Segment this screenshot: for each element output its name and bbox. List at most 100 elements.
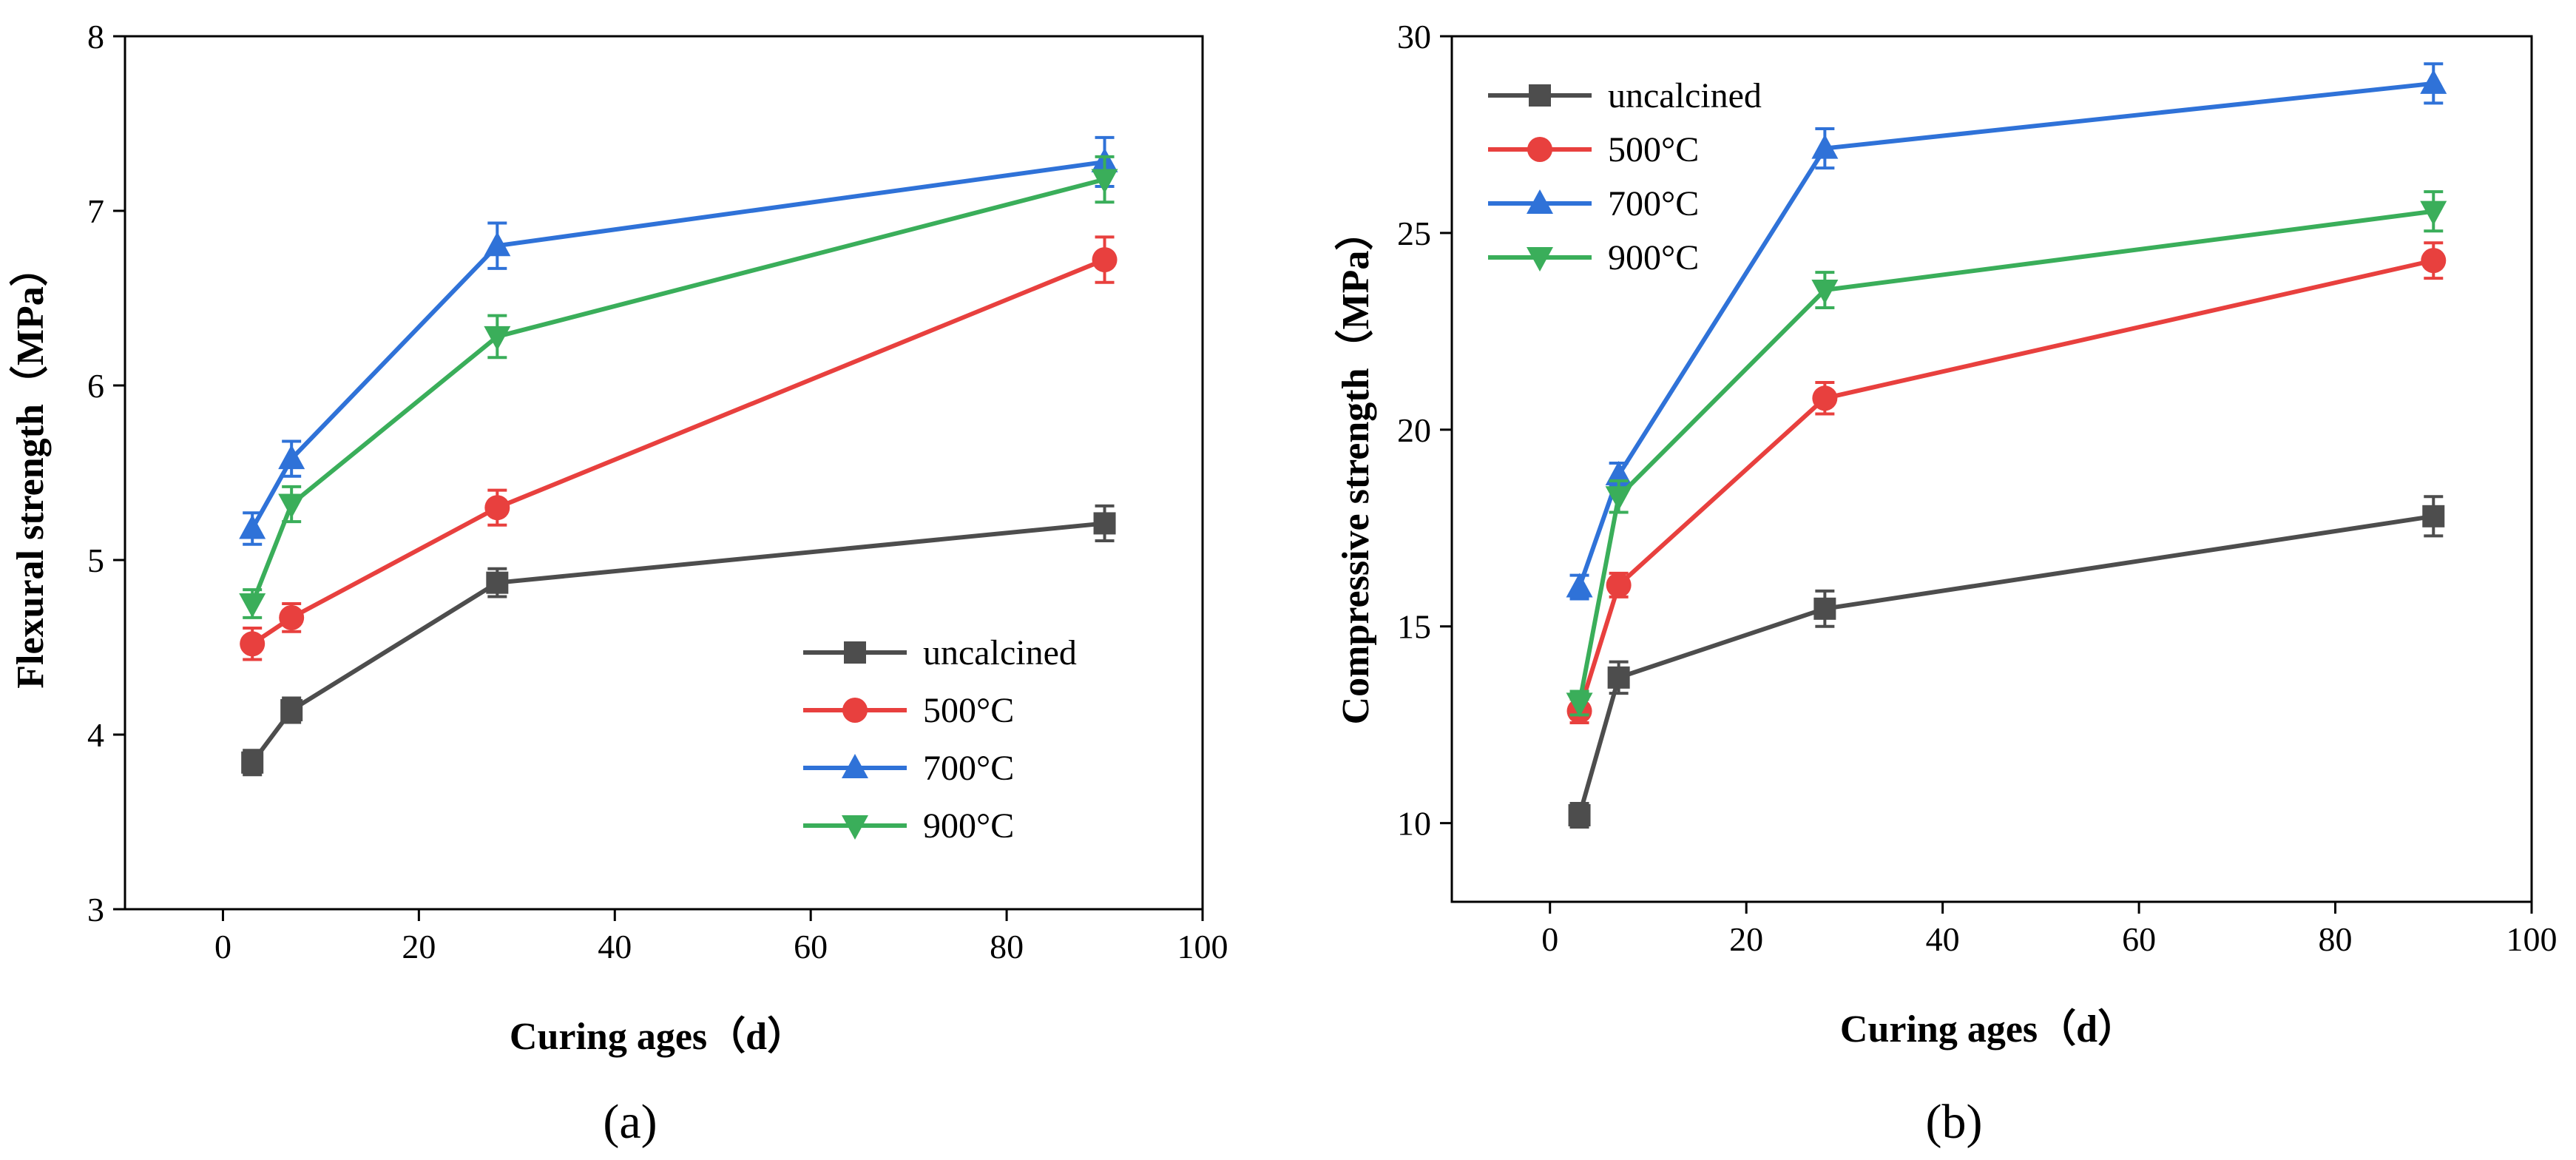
panel-a-data-point (486, 571, 509, 594)
panel-a-data-point (278, 493, 305, 519)
panel-a-data-point (484, 232, 511, 257)
panel-a-y-tick-label: 5 (87, 542, 104, 579)
panel-a-x-tick-label: 20 (402, 928, 436, 965)
panel-b-caption: (b) (1926, 1095, 1983, 1149)
panel-b-data-point (2420, 200, 2447, 226)
panel-b-data-point (1566, 692, 1593, 718)
panel-a-x-tick-label: 80 (990, 928, 1024, 965)
panel-a-data-point (1091, 169, 1118, 194)
panel-a-legend-label: 900°C (923, 806, 1014, 846)
panel-a-y-axis-title: Flexural strength（MPa） (9, 248, 52, 689)
panel-b-plot-frame (1450, 35, 2533, 903)
panel-a-x-tick-label: 0 (214, 928, 231, 965)
panel-b-x-tick-label: 0 (1541, 920, 1558, 958)
panel-b-series-line (1577, 209, 2434, 704)
panel-b-legend-marker (1527, 189, 1553, 214)
panel-a-caption: (a) (603, 1095, 657, 1149)
panel-b-data-point (1811, 280, 1839, 305)
panel-a-y-tick-label: 3 (87, 891, 104, 928)
panel-a-data-point (241, 751, 264, 774)
panel-b-data-point (1607, 666, 1630, 689)
panel-b-x-axis-title: Curing ages（d） (1840, 1008, 2136, 1051)
panel-b-x-tick-label: 40 (1926, 920, 1960, 958)
panel-b-y-tick-label: 25 (1397, 215, 1431, 252)
panel-b-series-line (1577, 258, 2434, 712)
panel-a-series-3 (239, 155, 1118, 619)
panel-b-series-0 (1568, 495, 2445, 829)
panel-a-data-point (1093, 512, 1116, 535)
panel-b-legend-label: 500°C (1608, 130, 1699, 169)
panel-b-legend: uncalcined 500°C 700°C 900°C (1488, 76, 1762, 277)
panel-b-legend-marker (1527, 137, 1552, 162)
panel-a-x-tick-label: 100 (1177, 928, 1228, 965)
panel-b-data-point (1568, 804, 1591, 826)
panel-a-flexural-strength: 0 20 40 60 80 100 3 4 5 6 7 8 Curing ages（d） Flexural… (9, 18, 1228, 1149)
panel-a-legend-label: 500°C (923, 691, 1014, 730)
panel-b-legend-label: uncalcined (1608, 76, 1762, 115)
panel-a-series-line (250, 521, 1105, 764)
panel-b-y-tick-label: 30 (1397, 18, 1431, 55)
panel-b-y-tick-label: 10 (1397, 805, 1431, 843)
panel-b-y-tick-label: 20 (1397, 411, 1431, 449)
panel-b-legend-item: 900°C (1488, 238, 1699, 277)
panel-b-data-point (1606, 572, 1632, 598)
panel-a-legend-label: 700°C (923, 749, 1014, 788)
panel-a-x-axis-title: Curing ages（d） (510, 1015, 805, 1058)
panel-b-data-point (1811, 134, 1839, 159)
panel-b-compressive-strength: 0 20 40 60 80 100 10 15 20 25 30 Curing ages（d） Comp… (1334, 18, 2558, 1149)
panel-a-legend-marker (844, 641, 866, 664)
panel-a-legend: uncalcined 500°C 700°C 900°C (803, 633, 1077, 846)
panel-b-data-point (1605, 460, 1632, 485)
panel-b-legend-label: 700°C (1608, 184, 1699, 223)
panel-b-data-point (1605, 486, 1632, 511)
panel-a-y-tick-label: 7 (87, 192, 104, 230)
panel-b-data-point (2422, 505, 2445, 527)
panel-b-data-point (2421, 248, 2447, 274)
panel-b-x-tick-label: 80 (2319, 920, 2353, 958)
panel-b-data-point (1812, 385, 1838, 411)
panel-a-series-line (251, 257, 1106, 646)
panel-a-x-tick-label: 60 (794, 928, 828, 965)
panel-a-legend-item: 500°C (803, 691, 1014, 730)
panel-a-series-0 (241, 504, 1116, 777)
panel-a-data-point (280, 698, 303, 721)
panel-a-series-2 (239, 135, 1118, 546)
panel-b-legend-marker (1527, 247, 1553, 272)
panel-a-data-point (239, 514, 266, 539)
panel-b-y-tick-label: 15 (1397, 608, 1431, 646)
panel-a-legend-marker (842, 815, 868, 840)
panel-a-data-point (484, 326, 511, 351)
panel-b-x-tick-label: 100 (2506, 920, 2558, 958)
panel-a-data-point (484, 495, 510, 521)
panel-a-plot-frame (124, 35, 1204, 911)
panel-a-y-tick-label: 4 (87, 716, 104, 754)
panel-a-legend-marker (842, 754, 868, 778)
panel-b-series-line (1577, 81, 2434, 588)
panel-b-legend-item: 500°C (1488, 130, 1699, 169)
panel-b-legend-item: 700°C (1488, 184, 1699, 223)
panel-a-legend-item: 700°C (803, 749, 1014, 788)
panel-a-legend-item: 900°C (803, 806, 1014, 846)
panel-a-series-line (250, 159, 1105, 530)
panel-a-series-1 (240, 235, 1118, 661)
panel-a-data-point (278, 445, 305, 470)
panel-a-legend-item: uncalcined (803, 633, 1077, 672)
panel-b-x-tick-label: 60 (2122, 920, 2156, 958)
panel-b-series-3 (1566, 190, 2447, 718)
panel-b-data-point (1566, 573, 1593, 598)
panel-a-data-point (1092, 247, 1118, 273)
panel-b-legend-marker (1529, 84, 1551, 107)
panel-b-y-axis-title: Compressive strength（MPa） (1334, 212, 1377, 725)
panel-a-data-point (239, 593, 266, 618)
panel-b-series-line (1577, 513, 2434, 816)
panel-a-legend-marker (842, 698, 868, 723)
panel-b-x-tick-label: 20 (1729, 920, 1763, 958)
panel-a-data-point (279, 604, 305, 630)
panel-a-y-tick-label: 8 (87, 18, 104, 55)
panel-a-data-point (240, 631, 266, 657)
panel-b-data-point (1813, 597, 1836, 620)
panel-a-x-tick-label: 40 (598, 928, 632, 965)
panel-a-y-tick-label: 6 (87, 367, 104, 405)
